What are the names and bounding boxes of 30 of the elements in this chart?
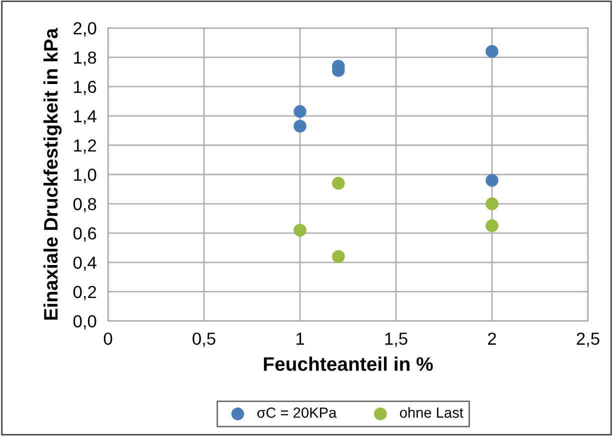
point [332,176,345,190]
point [294,105,306,118]
y-tick-label: 0,4 [73,256,96,271]
y-tick-label: 1,0 [74,168,96,184]
y-tick-label: 1,4 [74,110,96,124]
point [486,197,498,210]
x-tick-label: 1,5 [385,332,408,347]
y-tick-label: 1,6 [74,80,96,96]
legend-label: σC = 20KPa [257,407,337,418]
y-tick-label: 0,0 [73,315,96,330]
point [486,45,498,58]
y-tick-label: 1,2 [74,139,96,154]
y-tick-label: 0,2 [73,286,96,300]
x-tick-label: 0,5 [192,332,216,347]
y-tick-label: 0,8 [73,198,96,212]
x-tick-label: 2 [488,332,496,345]
point [294,120,306,133]
x-tick-label: 2,5 [576,332,600,347]
y-tick-label: 2,0 [74,22,96,37]
point [486,174,498,187]
point [294,224,306,237]
y-axis-title: Einaxiale Druckfestigkeit in kPa [43,28,62,320]
y-tick-label: 1,8 [74,51,96,66]
x-tick-label: 1 [296,332,304,345]
x-tick-label: 0 [104,332,112,345]
legend-label: ohne Last [400,407,464,418]
point [486,219,498,232]
y-tick-label: 0,6 [73,227,96,242]
x-axis-title: Feuchteanteil in % [264,356,433,371]
point [332,250,345,263]
